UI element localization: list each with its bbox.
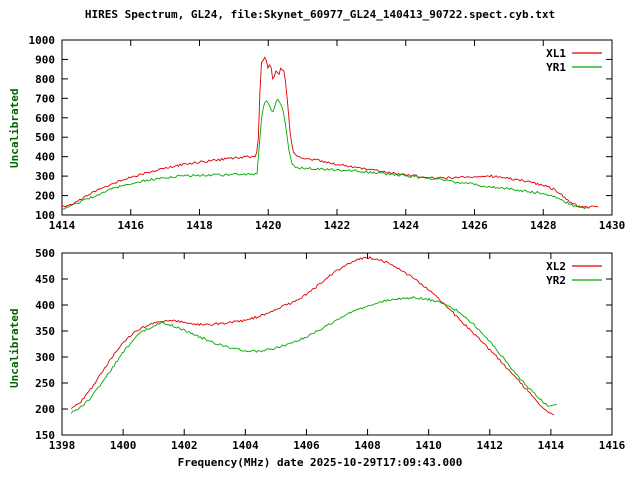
x-tick-label: 1406 — [293, 439, 320, 452]
x-tick-label: 1414 — [49, 219, 76, 232]
y-tick-label: 150 — [35, 429, 55, 442]
y-tick-label: 800 — [35, 73, 55, 86]
series-XL2 — [70, 255, 555, 416]
x-tick-label: 1430 — [599, 219, 626, 232]
x-tick-label: 1424 — [393, 219, 420, 232]
x-tick-label: 1418 — [186, 219, 213, 232]
y-tick-label: 350 — [35, 325, 55, 338]
x-axis-label: Frequency(MHz) date 2025-10-29T17:09:43.… — [177, 456, 463, 469]
series-YR2 — [70, 295, 558, 414]
y-tick-label: 250 — [35, 377, 55, 390]
plot-border — [61, 39, 613, 216]
x-tick-label: 1420 — [255, 219, 282, 232]
y-tick-label: 700 — [35, 92, 55, 105]
x-tick-label: 1416 — [118, 219, 145, 232]
x-tick-label: 1408 — [354, 439, 381, 452]
y-tick-label: 200 — [35, 403, 55, 416]
y-tick-label: 100 — [35, 209, 55, 222]
y-tick-label: 600 — [35, 112, 55, 125]
plot-border — [61, 252, 613, 436]
legend-label-XL1: XL1 — [546, 47, 566, 60]
y-tick-label: 500 — [35, 247, 55, 260]
y-tick-label: 300 — [35, 351, 55, 364]
y-tick-label: 200 — [35, 190, 55, 203]
y-tick-label: 1000 — [29, 34, 56, 47]
x-tick-label: 1398 — [49, 439, 76, 452]
y-tick-label: 400 — [35, 299, 55, 312]
x-tick-label: 1414 — [538, 439, 565, 452]
x-tick-label: 1410 — [415, 439, 442, 452]
series-XL1 — [61, 56, 599, 209]
bottom-spectrum-chart: 1398 1400 1402 1404 1406 1408 1410 1412 1414 1416… — [35, 247, 626, 452]
legend-label-XL2: XL2 — [546, 260, 566, 273]
x-tick-label: 1422 — [324, 219, 351, 232]
y-tick-label: 450 — [35, 273, 55, 286]
x-tick-label: 1416 — [599, 439, 626, 452]
y-tick-label: 400 — [35, 151, 55, 164]
y-tick-label: 300 — [35, 170, 55, 183]
x-tick-label: 1404 — [232, 439, 259, 452]
legend-label-YR1: YR1 — [546, 61, 566, 74]
x-tick-label: 1426 — [461, 219, 488, 232]
series-YR1 — [61, 98, 589, 211]
y-tick-label: 900 — [35, 53, 55, 66]
x-tick-label: 1412 — [477, 439, 504, 452]
chart-title: HIRES Spectrum, GL24, file:Skynet_60977_… — [84, 8, 556, 21]
y-tick-label: 500 — [35, 131, 55, 144]
x-tick-label: 1400 — [110, 439, 137, 452]
x-tick-label: 1402 — [171, 439, 198, 452]
top-spectrum-chart: 1414 1416 1418 1420 1422 1424 1426 1428 1430 100 2… — [29, 34, 626, 232]
x-tick-label: 1428 — [530, 219, 557, 232]
legend-label-YR2: YR2 — [546, 274, 566, 287]
